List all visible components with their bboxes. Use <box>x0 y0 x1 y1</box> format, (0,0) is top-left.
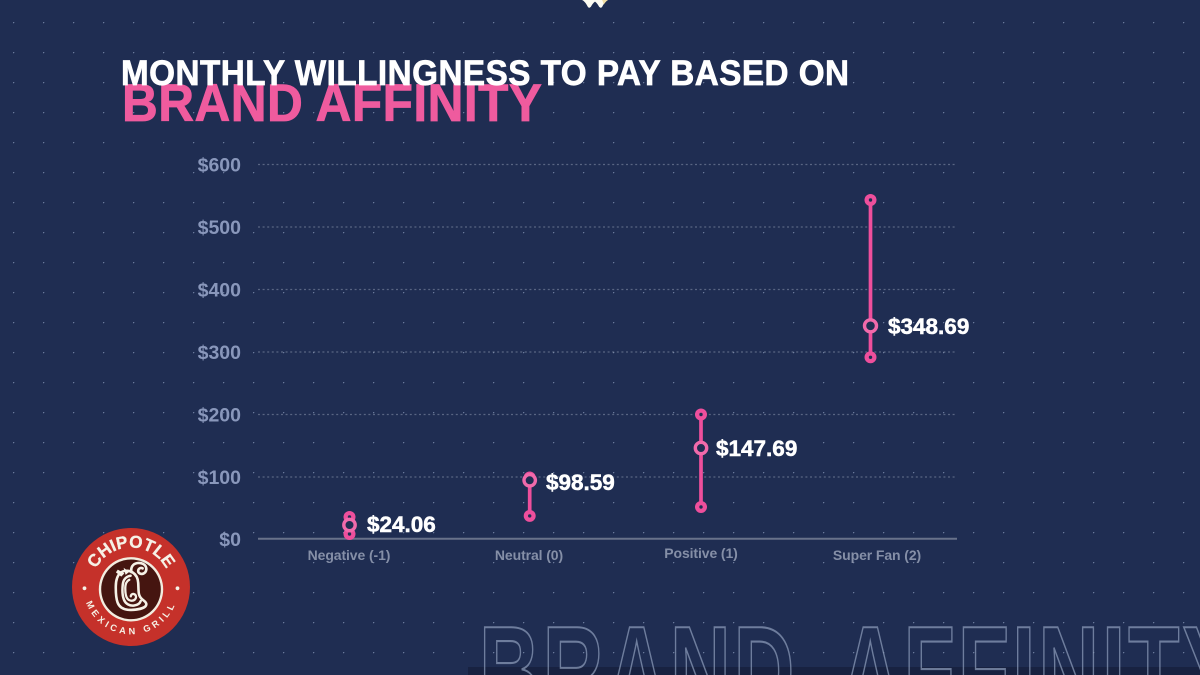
svg-text:$400: $400 <box>198 280 242 302</box>
svg-text:Negative (-1): Negative (-1) <box>308 547 391 563</box>
svg-text:Positive (1): Positive (1) <box>664 545 738 561</box>
svg-text:Super Fan (2): Super Fan (2) <box>833 547 921 563</box>
svg-text:$98.59: $98.59 <box>546 470 615 495</box>
svg-text:Neutral (0): Neutral (0) <box>495 547 563 563</box>
svg-text:$600: $600 <box>198 155 242 177</box>
svg-text:$100: $100 <box>198 467 242 489</box>
svg-text:$147.69: $147.69 <box>716 436 797 461</box>
svg-text:$24.06: $24.06 <box>367 512 436 537</box>
svg-text:$300: $300 <box>198 342 242 364</box>
svg-text:$200: $200 <box>198 405 242 427</box>
svg-text:$348.69: $348.69 <box>888 314 969 339</box>
svg-text:$500: $500 <box>198 217 242 239</box>
svg-text:$0: $0 <box>219 529 241 551</box>
